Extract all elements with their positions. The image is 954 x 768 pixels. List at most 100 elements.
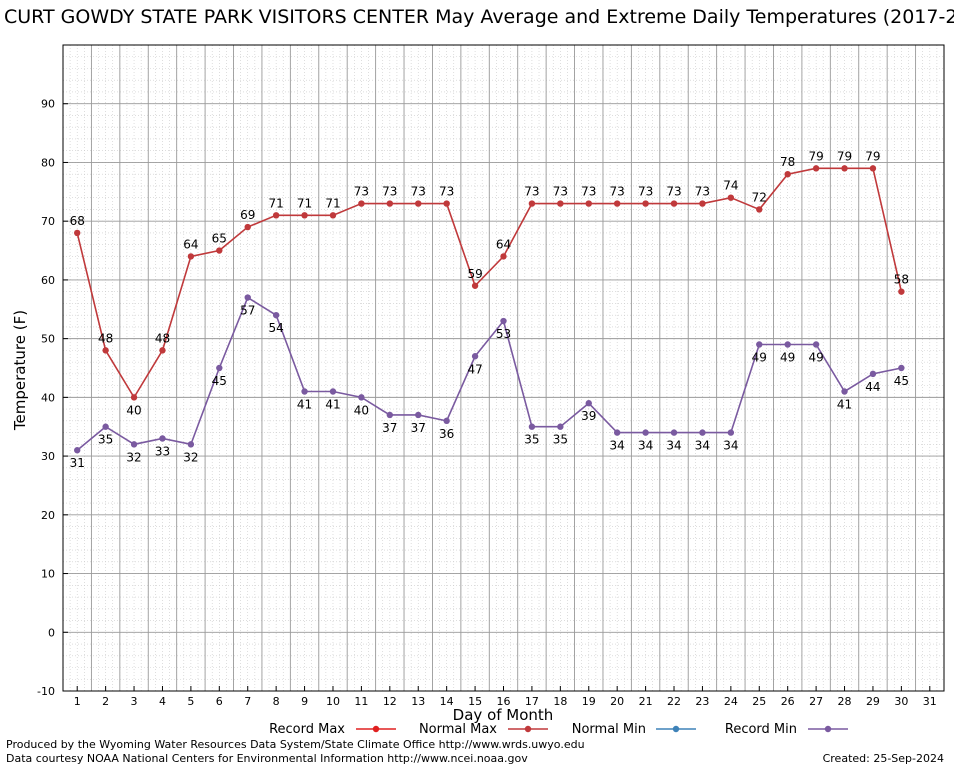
record-min-line (76, 296, 902, 451)
record-min-point (812, 341, 820, 348)
x-tick-label: 24 (724, 695, 738, 708)
y-tick-label: 70 (41, 215, 55, 228)
legend-marker-record-max (372, 725, 380, 733)
normal-max-point (756, 206, 763, 213)
normal-max-point (585, 200, 592, 207)
normal-max-line (76, 167, 903, 399)
legend-label-record-min: Record Min (725, 722, 797, 737)
x-tick-label: 29 (866, 695, 880, 708)
y-tick-label: 30 (41, 450, 55, 463)
normal-max-data-label: 79 (808, 149, 823, 163)
record-min-point (898, 364, 905, 372)
record-min-data-label: 31 (70, 456, 85, 470)
normal-max-point (869, 165, 877, 172)
record-min-data-label: 34 (610, 439, 625, 453)
normal-max-point (784, 171, 791, 178)
normal-max-data-label: 69 (240, 208, 255, 222)
normal-max-point (244, 223, 251, 231)
y-tick-label: 50 (41, 333, 55, 346)
normal-max-point (415, 200, 422, 207)
normal-max-point (613, 200, 621, 207)
record-min-point (216, 364, 223, 372)
x-tick-label: 27 (809, 695, 823, 708)
x-tick-label: 18 (553, 695, 567, 708)
record-min-point (869, 370, 877, 378)
x-tick-label: 9 (301, 695, 308, 708)
normal-max-data-label: 73 (666, 185, 681, 199)
x-tick-label: 5 (187, 695, 194, 708)
record-min-point (613, 429, 621, 436)
normal-max-data-label: 48 (155, 331, 170, 345)
record-min-point (841, 388, 848, 395)
record-min-data-label: 41 (325, 397, 340, 411)
x-tick-label: 21 (639, 695, 653, 708)
normal-max-data-label: 40 (126, 403, 141, 417)
normal-max-data-label: 72 (752, 190, 767, 204)
x-tick-label: 31 (923, 695, 937, 708)
normal-max-point (130, 394, 138, 401)
x-tick-label: 7 (244, 695, 251, 708)
normal-max-point (329, 212, 337, 219)
normal-max-point (187, 253, 195, 260)
normal-max-point (642, 200, 649, 207)
record-min-point (642, 429, 649, 436)
record-min-data-label: 49 (752, 351, 767, 365)
footer-data-courtesy: Data courtesy NOAA National Centers for … (6, 752, 528, 765)
record-min-data-label: 47 (467, 362, 482, 376)
x-tick-label: 4 (159, 695, 166, 708)
record-min-data-label: 35 (524, 433, 539, 447)
record-min-data-label: 35 (553, 433, 568, 447)
record-min-point (130, 441, 138, 448)
legend-label-record-max: Record Max (269, 722, 345, 737)
normal-max-point (159, 347, 166, 354)
normal-max-data-label: 64 (183, 237, 198, 251)
x-tick-label: 11 (354, 695, 368, 708)
legend-label-normal-min: Normal Min (572, 722, 646, 737)
record-min-point (187, 441, 195, 448)
record-min-point (74, 447, 81, 454)
x-tick-label: 12 (383, 695, 397, 708)
record-min-data-label: 34 (723, 439, 738, 453)
normal-max-data-label: 71 (269, 196, 284, 210)
record-min-point (670, 429, 678, 436)
x-tick-label: 10 (326, 695, 340, 708)
normal-max-point (841, 165, 848, 172)
record-min-point (699, 429, 706, 436)
normal-max-point (471, 282, 479, 289)
legend-label-normal-max: Normal Max (419, 722, 497, 737)
x-tick-label: 16 (497, 695, 511, 708)
normal-max-point (102, 347, 109, 354)
normal-max-data-label: 73 (382, 185, 397, 199)
record-min-point (557, 423, 564, 430)
normal-max-data-label: 59 (467, 267, 482, 281)
footer-produced-by: Produced by the Wyoming Water Resources … (6, 738, 585, 751)
normal-max-data-label: 79 (865, 149, 880, 163)
normal-max-data-label: 73 (581, 185, 596, 199)
x-tick-label: 30 (894, 695, 908, 708)
normal-max-point (812, 165, 820, 172)
plot-area (63, 45, 944, 691)
normal-max-data-label: 73 (439, 185, 454, 199)
record-min-data-label: 44 (865, 380, 880, 394)
y-tick-label: 0 (48, 626, 55, 639)
record-min-point (756, 341, 763, 348)
record-min-data-label: 49 (808, 351, 823, 365)
record-min-point (443, 417, 450, 425)
normal-max-data-label: 58 (894, 273, 909, 287)
normal-max-point (528, 200, 536, 207)
record-min-data-label: 45 (212, 374, 227, 388)
record-min-point (415, 411, 422, 419)
record-min-point (329, 388, 337, 395)
record-min-point (386, 411, 394, 419)
record-min-data-label: 35 (98, 433, 113, 447)
record-min-point (528, 423, 536, 430)
normal-max-data-label: 73 (553, 185, 568, 199)
record-min-data-label: 40 (354, 403, 369, 417)
y-tick-label: -10 (37, 685, 55, 698)
x-tick-label: 26 (781, 695, 795, 708)
normal-max-point (386, 200, 394, 207)
normal-max-point (301, 212, 308, 219)
x-tick-label: 19 (582, 695, 596, 708)
x-tick-label: 15 (468, 695, 482, 708)
